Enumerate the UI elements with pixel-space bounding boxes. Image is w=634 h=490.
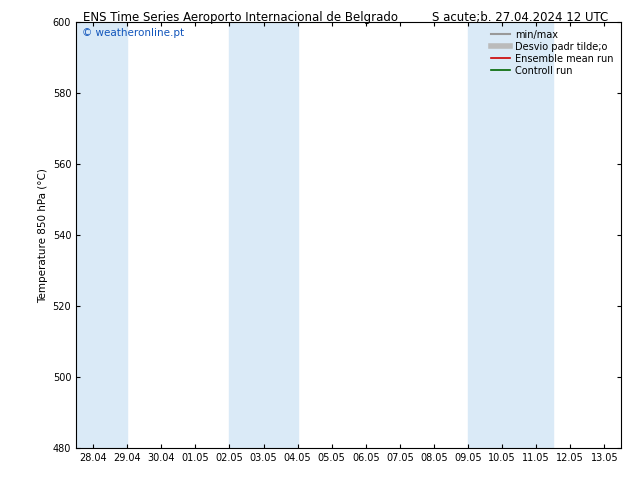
Bar [230,22,297,448]
Bar [76,22,127,448]
Legend: min/max, Desvio padr tilde;o, Ensemble mean run, Controll run: min/max, Desvio padr tilde;o, Ensemble m… [488,27,616,78]
Text: © weatheronline.pt: © weatheronline.pt [82,28,184,38]
Text: S acute;b. 27.04.2024 12 UTC: S acute;b. 27.04.2024 12 UTC [432,11,608,24]
Y-axis label: Temperature 850 hPa (°C): Temperature 850 hPa (°C) [39,168,48,303]
Bar [468,22,553,448]
Text: ENS Time Series Aeroporto Internacional de Belgrado: ENS Time Series Aeroporto Internacional … [84,11,398,24]
